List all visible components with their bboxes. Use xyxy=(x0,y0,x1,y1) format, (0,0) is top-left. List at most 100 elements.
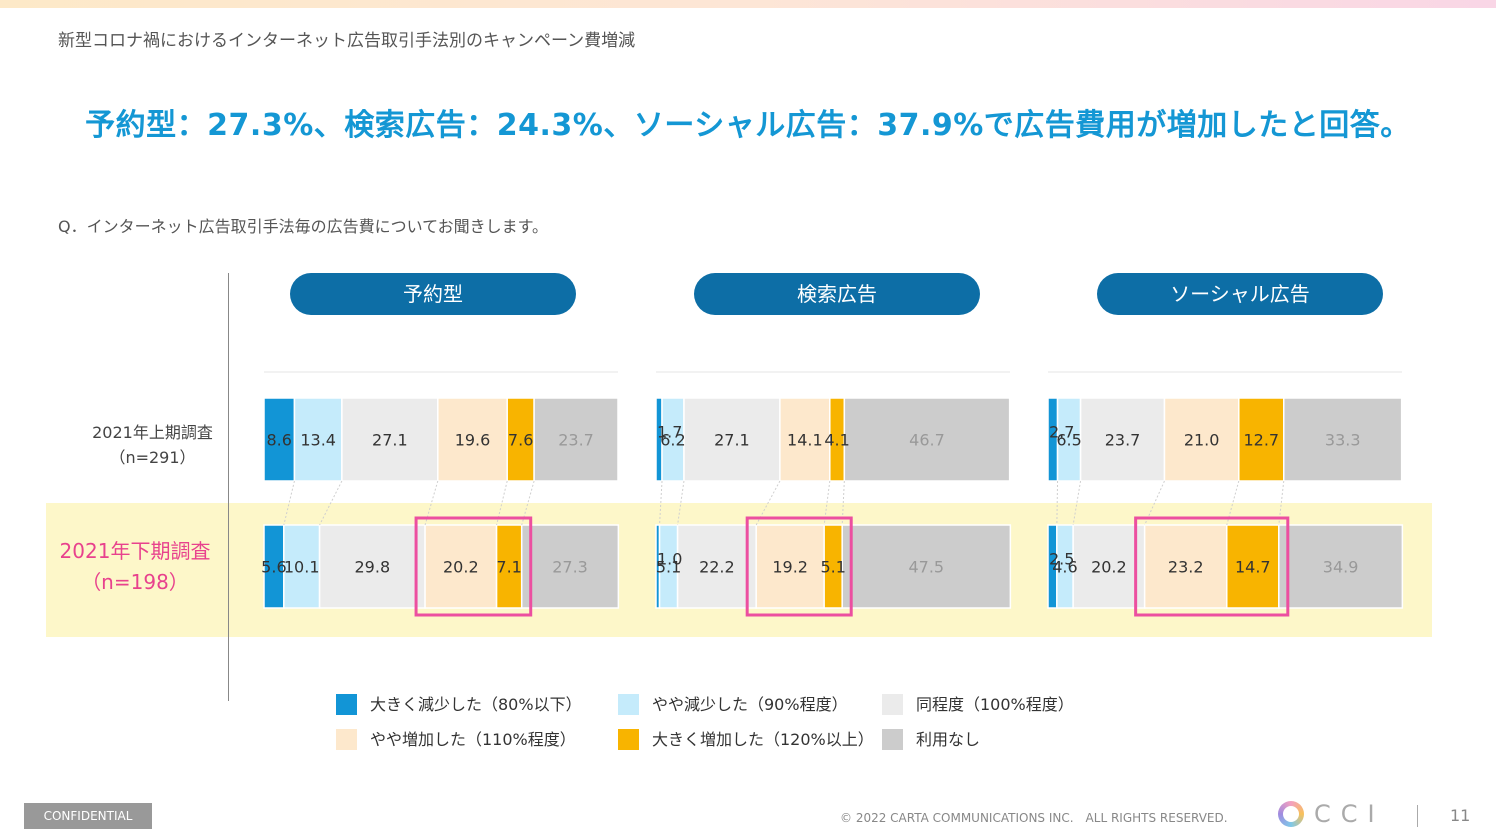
divider-line xyxy=(228,273,229,701)
data-label: 6.5 xyxy=(1056,431,1081,450)
bar-segment xyxy=(533,397,619,482)
row-label-sample: （n=291） xyxy=(109,448,196,467)
data-label: 29.8 xyxy=(355,558,391,577)
data-label: 23.7 xyxy=(558,431,594,450)
row-label-title: 2021年下期調査 xyxy=(59,539,211,563)
connector-line xyxy=(1072,480,1082,526)
data-label: 10.1 xyxy=(284,558,320,577)
bar-segment xyxy=(841,524,1012,609)
legend-label: 大きく減少した（80%以下） xyxy=(370,695,582,714)
data-label: 23.2 xyxy=(1168,558,1204,577)
bar-segment xyxy=(1079,397,1166,482)
highlight-box xyxy=(745,516,853,617)
bar-segment xyxy=(293,397,343,482)
data-label: 7.6 xyxy=(508,431,533,450)
data-label: 2.5 xyxy=(1049,550,1074,569)
legend-label: 利用なし xyxy=(916,730,981,749)
highlight-box xyxy=(414,516,533,617)
data-label: 13.4 xyxy=(300,431,336,450)
legend-label: 同程度（100%程度） xyxy=(916,695,1074,714)
bar-segment xyxy=(318,524,426,609)
connector-line xyxy=(677,480,685,526)
row-label-sample: （n=198） xyxy=(81,570,189,594)
connector-line xyxy=(283,480,295,526)
logo-text: CCI xyxy=(1314,800,1385,828)
data-label: 23.7 xyxy=(1105,431,1141,450)
data-label: 22.2 xyxy=(699,558,735,577)
bar-segment xyxy=(843,397,1011,482)
legend-swatch xyxy=(882,694,903,715)
data-label: 4.1 xyxy=(824,431,849,450)
data-label: 7.1 xyxy=(496,558,521,577)
bar-segment xyxy=(495,524,523,609)
connector-line xyxy=(659,480,663,526)
data-label: 27.1 xyxy=(714,431,750,450)
page-number: 11 xyxy=(1450,806,1471,825)
legend-swatch xyxy=(336,694,357,715)
data-label: 19.6 xyxy=(455,431,491,450)
data-label: 4.6 xyxy=(1052,558,1077,577)
logo-ring-icon xyxy=(1278,801,1304,827)
row-label-second-half: 2021年下期調査 （n=198） xyxy=(50,536,220,598)
data-label: 27.3 xyxy=(552,558,588,577)
data-label: 20.2 xyxy=(443,558,479,577)
panel-title-social: ソーシャル広告 xyxy=(1097,273,1383,315)
row-label-title: 2021年上期調査 xyxy=(92,423,213,442)
data-label: 34.9 xyxy=(1323,558,1359,577)
legend-swatch xyxy=(618,694,639,715)
data-label: 5.1 xyxy=(820,558,845,577)
data-label: 2.7 xyxy=(1049,423,1074,442)
bar-segment xyxy=(520,524,620,609)
survey-question: Q．インターネット広告取引手法毎の広告費についてお聞きします。 xyxy=(58,217,549,236)
bar-segment xyxy=(263,397,296,482)
bar-segment xyxy=(1163,397,1240,482)
legend-swatch xyxy=(336,729,357,750)
connector-line xyxy=(319,480,343,526)
panel-title-reservation: 予約型 xyxy=(290,273,576,315)
headline: 予約型：27.3%、検索広告：24.3%、ソーシャル広告：37.9%で広告費用が… xyxy=(85,108,1411,143)
panel-title-search: 検索広告 xyxy=(694,273,980,315)
data-label: 21.0 xyxy=(1184,431,1220,450)
data-label: 20.2 xyxy=(1091,558,1127,577)
bar-segment xyxy=(437,397,508,482)
data-label: 8.6 xyxy=(266,431,291,450)
data-label: 5.6 xyxy=(261,558,286,577)
confidential-badge: CONFIDENTIAL xyxy=(24,803,152,829)
data-label: 19.2 xyxy=(772,558,808,577)
data-label: 6.2 xyxy=(660,431,685,450)
legend-label: やや増加した（110%程度） xyxy=(370,730,576,749)
row-label-first-half: 2021年上期調査 （n=291） xyxy=(70,420,235,470)
data-label: 14.7 xyxy=(1235,558,1271,577)
legend-label: 大きく増加した（120%以上） xyxy=(652,730,874,749)
data-label: 27.1 xyxy=(372,431,408,450)
highlight-box xyxy=(1134,516,1290,617)
data-label: 1.0 xyxy=(657,550,682,569)
data-label: 46.7 xyxy=(909,431,945,450)
bar-segment xyxy=(676,524,757,609)
copyright-text: © 2022 CARTA COMMUNICATIONS INC. ALL RIG… xyxy=(840,811,1228,825)
connector-line xyxy=(1056,480,1059,526)
data-label: 1.7 xyxy=(657,423,682,442)
company-logo: CCI xyxy=(1278,800,1388,832)
bar-segment xyxy=(1072,524,1146,609)
top-accent-band xyxy=(0,0,1496,8)
bar-segment xyxy=(424,524,498,609)
bar-segment xyxy=(283,524,321,609)
page-heading: 新型コロナ禍におけるインターネット広告取引手法別のキャンペーン費増減 xyxy=(58,31,636,51)
bar-segment xyxy=(506,397,535,482)
data-label: 33.3 xyxy=(1325,431,1361,450)
data-label: 14.1 xyxy=(787,431,823,450)
legend-label: やや減少した（90%程度） xyxy=(652,695,848,714)
data-label: 47.5 xyxy=(908,558,944,577)
data-label: 5.1 xyxy=(656,558,681,577)
bar-segment xyxy=(683,397,781,482)
bar-segment xyxy=(1226,524,1280,609)
bar-segment xyxy=(779,397,831,482)
bar-segment xyxy=(1283,397,1403,482)
page-separator xyxy=(1417,805,1418,827)
legend-swatch xyxy=(618,729,639,750)
bar-segment xyxy=(1278,524,1404,609)
legend-swatch xyxy=(882,729,903,750)
data-label: 12.7 xyxy=(1243,431,1279,450)
